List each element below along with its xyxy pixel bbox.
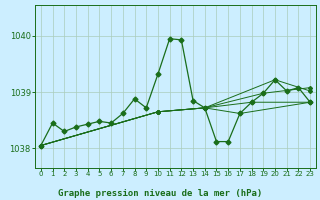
Text: Graphe pression niveau de la mer (hPa): Graphe pression niveau de la mer (hPa) [58, 189, 262, 198]
